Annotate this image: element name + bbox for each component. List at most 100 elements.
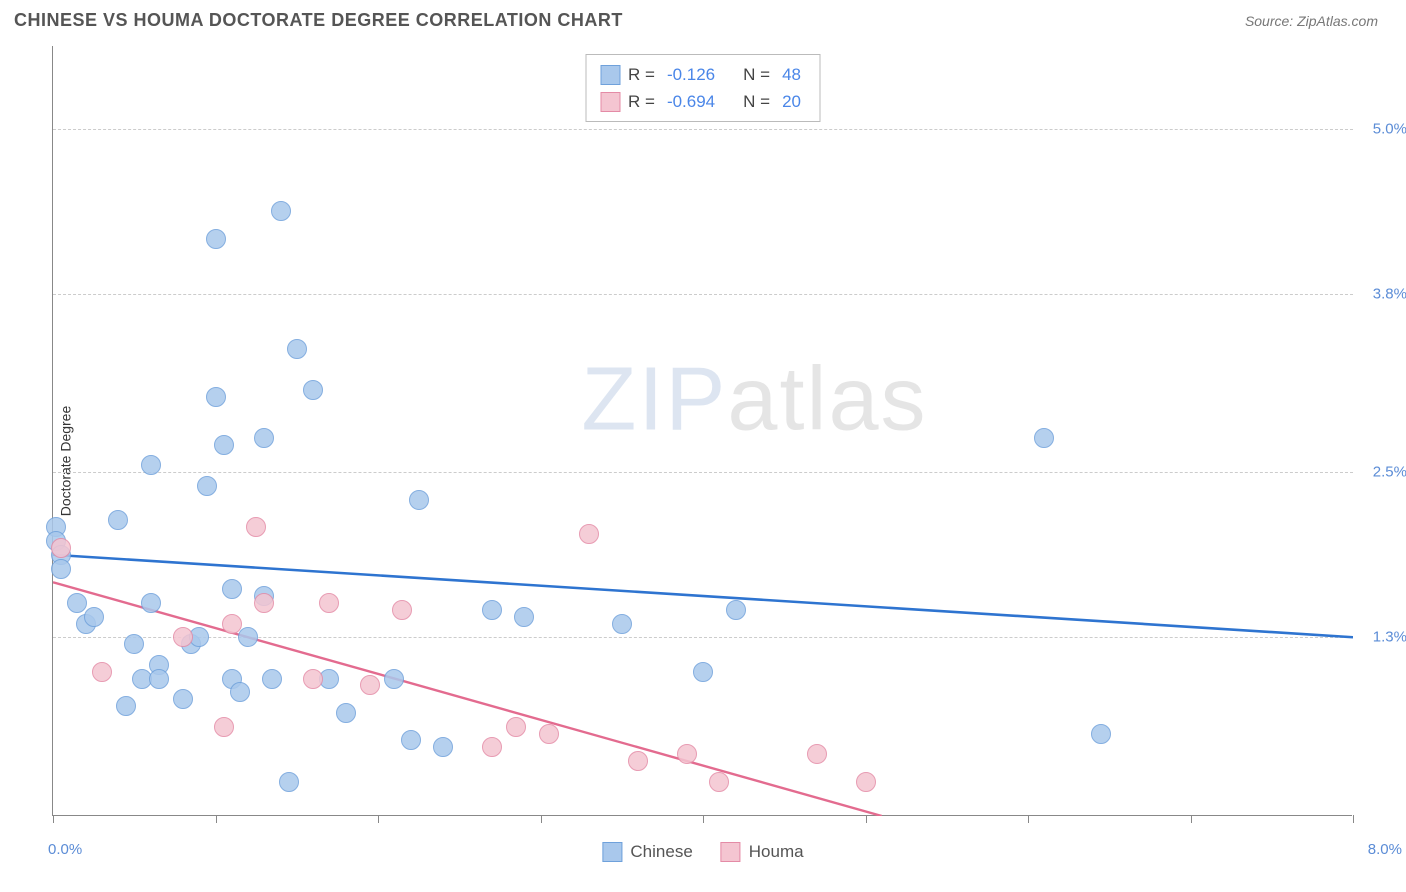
chart-header: CHINESE VS HOUMA DOCTORATE DEGREE CORREL…	[0, 0, 1406, 37]
data-point-houma	[392, 600, 412, 620]
data-point-chinese	[384, 669, 404, 689]
r-value-chinese: -0.126	[667, 61, 715, 88]
x-tick	[866, 815, 867, 823]
x-tick	[378, 815, 379, 823]
data-point-chinese	[214, 435, 234, 455]
x-tick	[1028, 815, 1029, 823]
x-tick	[1191, 815, 1192, 823]
data-point-chinese	[116, 696, 136, 716]
n-value-chinese: 48	[782, 61, 801, 88]
data-point-houma	[246, 517, 266, 537]
swatch-houma	[600, 92, 620, 112]
x-tick	[541, 815, 542, 823]
y-tick-label: 3.8%	[1373, 285, 1406, 302]
legend-item-houma: Houma	[721, 842, 804, 862]
gridline	[53, 472, 1353, 473]
data-point-houma	[51, 538, 71, 558]
watermark-bold: ZIP	[581, 349, 727, 449]
data-point-houma	[319, 593, 339, 613]
data-point-houma	[222, 614, 242, 634]
data-point-chinese	[197, 476, 217, 496]
trendline-chinese	[53, 555, 1353, 638]
data-point-chinese	[287, 339, 307, 359]
data-point-chinese	[303, 380, 323, 400]
data-point-chinese	[279, 772, 299, 792]
data-point-chinese	[612, 614, 632, 634]
data-point-houma	[579, 524, 599, 544]
data-point-chinese	[1091, 724, 1111, 744]
watermark: ZIPatlas	[581, 348, 927, 451]
correlation-legend: R = -0.126 N = 48 R = -0.694 N = 20	[585, 54, 820, 122]
swatch-chinese-bottom	[602, 842, 622, 862]
chart-title: CHINESE VS HOUMA DOCTORATE DEGREE CORREL…	[14, 10, 623, 31]
data-point-houma	[628, 751, 648, 771]
data-point-chinese	[271, 201, 291, 221]
x-tick	[53, 815, 54, 823]
n-label: N =	[743, 88, 770, 115]
data-point-houma	[360, 675, 380, 695]
y-tick-label: 2.5%	[1373, 464, 1406, 481]
x-tick	[216, 815, 217, 823]
data-point-chinese	[336, 703, 356, 723]
data-point-houma	[92, 662, 112, 682]
data-point-chinese	[1034, 428, 1054, 448]
data-point-houma	[214, 717, 234, 737]
trendlines	[53, 46, 1353, 816]
chart-area: Doctorate Degree ZIPatlas R = -0.126 N =…	[14, 46, 1392, 876]
series-legend: Chinese Houma	[602, 842, 803, 862]
x-axis-min-label: 0.0%	[48, 841, 82, 858]
data-point-houma	[709, 772, 729, 792]
data-point-chinese	[141, 455, 161, 475]
data-point-chinese	[409, 490, 429, 510]
data-point-chinese	[433, 737, 453, 757]
data-point-chinese	[149, 669, 169, 689]
data-point-chinese	[108, 510, 128, 530]
data-point-houma	[856, 772, 876, 792]
r-value-houma: -0.694	[667, 88, 715, 115]
legend-row-chinese: R = -0.126 N = 48	[600, 61, 805, 88]
data-point-chinese	[222, 579, 242, 599]
data-point-chinese	[206, 229, 226, 249]
legend-label-houma: Houma	[749, 842, 804, 862]
data-point-houma	[482, 737, 502, 757]
legend-item-chinese: Chinese	[602, 842, 692, 862]
data-point-chinese	[262, 669, 282, 689]
data-point-chinese	[67, 593, 87, 613]
x-tick	[1353, 815, 1354, 823]
n-value-houma: 20	[782, 88, 801, 115]
data-point-chinese	[230, 682, 250, 702]
data-point-chinese	[401, 730, 421, 750]
y-tick-label: 1.3%	[1373, 629, 1406, 646]
data-point-chinese	[238, 627, 258, 647]
data-point-chinese	[206, 387, 226, 407]
data-point-chinese	[693, 662, 713, 682]
x-axis-max-label: 8.0%	[1368, 841, 1402, 858]
gridline	[53, 294, 1353, 295]
y-tick-label: 5.0%	[1373, 120, 1406, 137]
gridline	[53, 129, 1353, 130]
watermark-light: atlas	[727, 349, 927, 449]
data-point-houma	[506, 717, 526, 737]
data-point-chinese	[124, 634, 144, 654]
data-point-chinese	[173, 689, 193, 709]
swatch-chinese	[600, 65, 620, 85]
data-point-houma	[254, 593, 274, 613]
data-point-houma	[677, 744, 697, 764]
scatter-plot: ZIPatlas R = -0.126 N = 48 R = -0.694 N …	[52, 46, 1352, 816]
data-point-chinese	[726, 600, 746, 620]
data-point-chinese	[84, 607, 104, 627]
r-label: R =	[628, 88, 655, 115]
data-point-chinese	[141, 593, 161, 613]
data-point-chinese	[254, 428, 274, 448]
data-point-chinese	[482, 600, 502, 620]
data-point-houma	[303, 669, 323, 689]
data-point-chinese	[514, 607, 534, 627]
legend-row-houma: R = -0.694 N = 20	[600, 88, 805, 115]
swatch-houma-bottom	[721, 842, 741, 862]
chart-source: Source: ZipAtlas.com	[1245, 13, 1378, 29]
data-point-houma	[173, 627, 193, 647]
data-point-houma	[807, 744, 827, 764]
legend-label-chinese: Chinese	[630, 842, 692, 862]
data-point-chinese	[51, 559, 71, 579]
r-label: R =	[628, 61, 655, 88]
